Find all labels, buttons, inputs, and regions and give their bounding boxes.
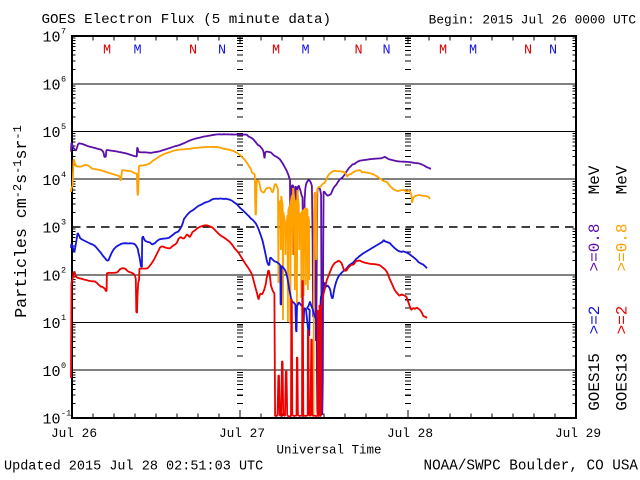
- svg-text:>=2: >=2: [586, 306, 604, 335]
- svg-text:>=2: >=2: [614, 306, 632, 335]
- svg-text:10: 10: [43, 125, 61, 142]
- svg-text:10: 10: [43, 30, 61, 47]
- svg-text:GOES Electron Flux (5 minute d: GOES Electron Flux (5 minute data): [42, 12, 331, 28]
- svg-text:0: 0: [61, 361, 66, 371]
- svg-text:4: 4: [61, 170, 66, 180]
- svg-text:10: 10: [43, 316, 61, 333]
- svg-text:N: N: [218, 44, 226, 59]
- svg-text:10: 10: [43, 412, 61, 429]
- svg-text:GOES13: GOES13: [614, 353, 632, 411]
- svg-text:Universal Time: Universal Time: [276, 444, 381, 458]
- svg-text:N: N: [354, 44, 362, 59]
- svg-text:10: 10: [43, 364, 61, 381]
- svg-text:Jul 27: Jul 27: [219, 426, 265, 441]
- svg-text:M: M: [301, 44, 309, 59]
- svg-text:MeV: MeV: [614, 165, 632, 194]
- svg-text:-1: -1: [61, 409, 71, 419]
- svg-text:N: N: [524, 44, 532, 59]
- svg-text:>=0.8: >=0.8: [586, 223, 604, 271]
- svg-text:10: 10: [43, 77, 61, 94]
- svg-text:Begin: 2015 Jul 26 0000 UTC: Begin: 2015 Jul 26 0000 UTC: [429, 12, 637, 27]
- svg-text:MeV: MeV: [586, 165, 604, 194]
- svg-text:2: 2: [61, 265, 66, 275]
- svg-text:M: M: [469, 44, 477, 59]
- svg-text:N: N: [189, 44, 197, 59]
- svg-text:5: 5: [61, 122, 66, 132]
- svg-text:10: 10: [43, 173, 61, 190]
- svg-text:Jul 29: Jul 29: [555, 426, 601, 441]
- svg-text:GOES15: GOES15: [586, 353, 604, 411]
- svg-text:Updated 2015 Jul 28 02:51:03 U: Updated 2015 Jul 28 02:51:03 UTC: [4, 460, 263, 475]
- svg-text:M: M: [133, 44, 141, 59]
- svg-text:N: N: [549, 44, 557, 59]
- svg-text:10: 10: [43, 268, 61, 285]
- svg-text:M: M: [439, 44, 447, 59]
- svg-text:6: 6: [61, 74, 66, 84]
- svg-text:M: M: [272, 44, 280, 59]
- svg-text:Jul 26: Jul 26: [51, 426, 97, 441]
- svg-text:1: 1: [61, 313, 66, 323]
- svg-text:NOAA/SWPC Boulder, CO USA: NOAA/SWPC Boulder, CO USA: [424, 459, 639, 475]
- svg-text:N: N: [382, 44, 390, 59]
- svg-text:10: 10: [43, 221, 61, 238]
- svg-text:M: M: [103, 44, 111, 59]
- svg-text:7: 7: [61, 27, 66, 37]
- svg-text:Particles cm-2s-1sr-1: Particles cm-2s-1sr-1: [11, 125, 31, 318]
- svg-text:Jul 28: Jul 28: [387, 426, 433, 441]
- svg-text:3: 3: [61, 218, 66, 228]
- svg-text:>=0.8: >=0.8: [614, 223, 632, 271]
